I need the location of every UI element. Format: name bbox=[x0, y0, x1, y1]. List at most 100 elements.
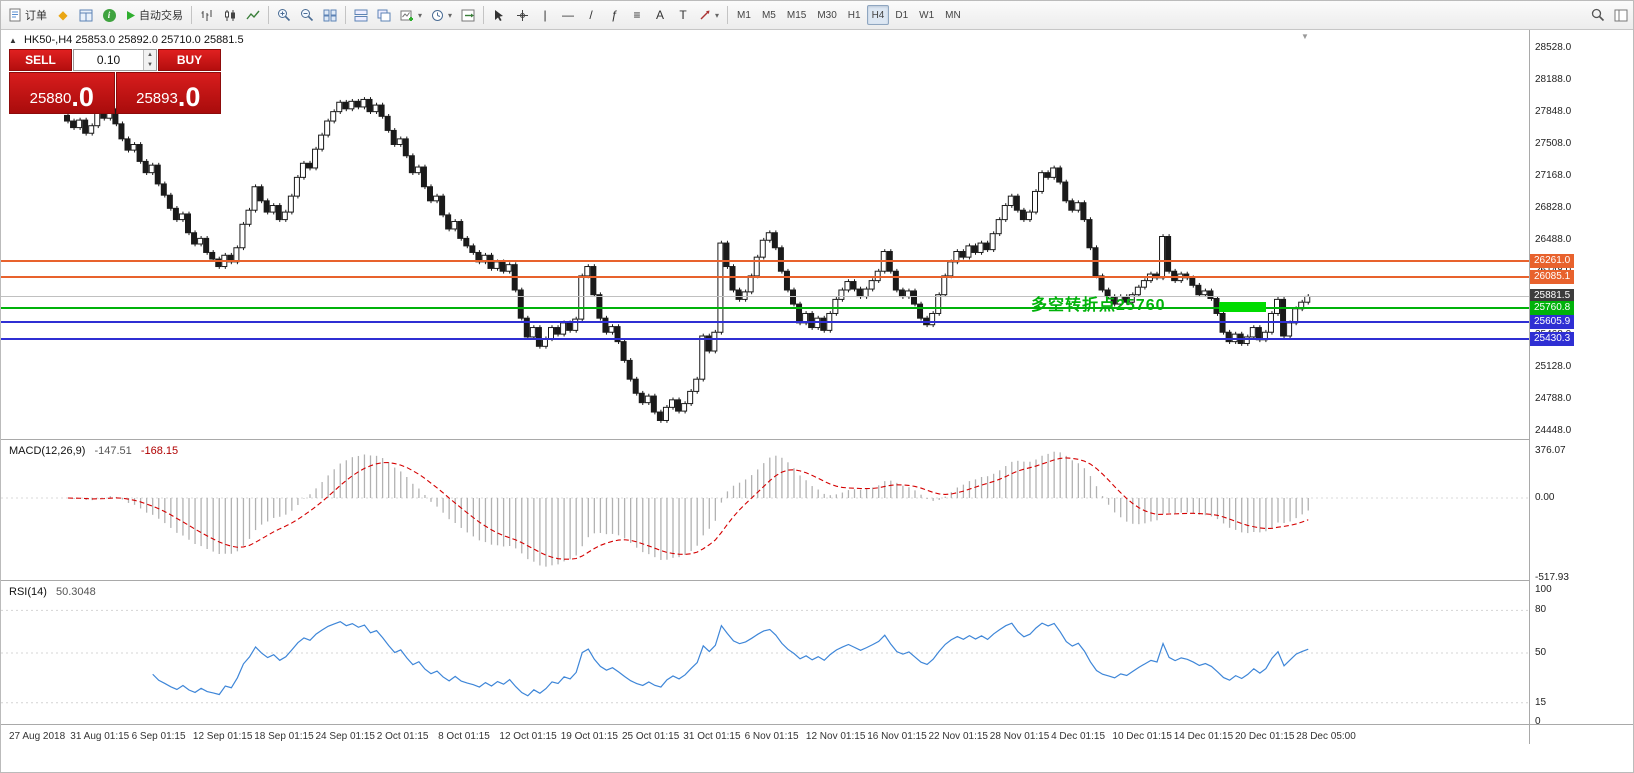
sell-price-decimal: .0 bbox=[71, 82, 94, 112]
new-chart-icon bbox=[400, 10, 413, 21]
current-price-line[interactable] bbox=[1, 295, 1529, 297]
arrange-horizontal-button[interactable] bbox=[350, 4, 372, 26]
layouts-button[interactable] bbox=[1610, 4, 1632, 26]
timeframe-button-M1[interactable]: M1 bbox=[737, 9, 751, 21]
time-axis-label: 16 Nov 01:15 bbox=[867, 731, 927, 742]
cursor-tool-button[interactable] bbox=[488, 4, 510, 26]
charts-window-icon bbox=[79, 9, 93, 21]
volume-up-button[interactable]: ▲ bbox=[144, 50, 156, 60]
arrange-cascade-button[interactable] bbox=[373, 4, 395, 26]
timeframe-button-H1[interactable]: H1 bbox=[847, 9, 861, 21]
trendline-tool-button[interactable]: / bbox=[580, 4, 602, 26]
candle-bull bbox=[1007, 195, 1014, 207]
new-chart-button[interactable]: ▾ bbox=[396, 4, 426, 26]
candle-bear bbox=[306, 162, 312, 169]
macd-label: MACD(12,26,9) -147.51 -168.15 bbox=[9, 445, 178, 457]
candle-bear bbox=[463, 237, 470, 247]
candle-bear bbox=[771, 232, 778, 249]
timeframe-button-M30[interactable]: M30 bbox=[817, 9, 837, 21]
label-tool-button[interactable]: T bbox=[672, 4, 694, 26]
candle-bull bbox=[324, 120, 331, 136]
bar-chart-button[interactable] bbox=[196, 4, 218, 26]
macd-axis-label: 376.07 bbox=[1535, 445, 1566, 456]
autotrade-button[interactable]: 自动交易 bbox=[121, 4, 187, 26]
timeframe-button-H4[interactable]: H4 bbox=[866, 5, 890, 25]
horizontal-level-line[interactable] bbox=[1, 306, 1529, 309]
volume-stepper: ▲ ▼ bbox=[143, 50, 156, 70]
sell-button[interactable]: SELL bbox=[9, 49, 72, 71]
candle-bear bbox=[675, 399, 682, 412]
candle-bull bbox=[330, 111, 337, 122]
sell-price-box[interactable]: 25880 .0 bbox=[9, 72, 115, 114]
pivot-annotation[interactable]: 多空转折点25760 bbox=[1031, 297, 1166, 315]
candle-bear bbox=[1019, 209, 1026, 221]
candle-bear bbox=[735, 289, 742, 300]
volume-input[interactable] bbox=[74, 50, 143, 70]
crosshair-tool-button[interactable] bbox=[511, 4, 533, 26]
buy-button[interactable]: BUY bbox=[158, 49, 221, 71]
candle-bear bbox=[892, 270, 899, 291]
highlight-zone[interactable] bbox=[1219, 301, 1266, 312]
mql-button[interactable]: ◆ bbox=[52, 4, 74, 26]
main-chart-canvas[interactable] bbox=[1, 30, 1529, 438]
chart-shift-button[interactable] bbox=[457, 4, 479, 26]
new-order-button[interactable]: 订单 bbox=[4, 4, 51, 26]
zoom-in-button[interactable] bbox=[273, 4, 295, 26]
panel-separator[interactable] bbox=[1, 580, 1633, 581]
zoom-out-button[interactable] bbox=[296, 4, 318, 26]
timeframe-button-MN[interactable]: MN bbox=[945, 9, 961, 21]
candle-bear bbox=[723, 242, 730, 268]
time-axis-label: 28 Dec 05:00 bbox=[1296, 731, 1356, 742]
horizontal-level-line[interactable] bbox=[1, 276, 1529, 279]
candle-bear bbox=[1086, 219, 1093, 249]
line-chart-button[interactable] bbox=[242, 4, 264, 26]
horizontal-level-line[interactable] bbox=[1, 259, 1529, 262]
tile-windows-button[interactable] bbox=[319, 4, 341, 26]
buy-price-box[interactable]: 25893 .0 bbox=[115, 72, 221, 114]
panel-separator[interactable] bbox=[1, 439, 1633, 440]
price-axis-label: 24788.0 bbox=[1535, 393, 1572, 405]
vertical-line-icon: | bbox=[543, 8, 547, 22]
ocp-toggle-icon[interactable]: ▲ bbox=[9, 36, 17, 45]
price-axis-label: 27168.0 bbox=[1535, 169, 1572, 181]
candle-bear bbox=[1225, 331, 1232, 343]
candle-bull bbox=[681, 403, 688, 412]
candle-chart-button[interactable] bbox=[219, 4, 241, 26]
period-button[interactable]: ▾ bbox=[427, 4, 456, 26]
candle-bear bbox=[445, 214, 452, 230]
timeframe-button-D1[interactable]: D1 bbox=[895, 9, 909, 21]
candle-bull bbox=[941, 275, 948, 296]
timeframe-button-M15[interactable]: M15 bbox=[786, 9, 807, 21]
time-axis[interactable]: 27 Aug 2018 31 Aug 01:15 6 Sep 01:15 12 Sep… bbox=[1, 724, 1633, 772]
main-chart-panel[interactable]: ▲ HK50-,H4 25853.0 25892.0 25710.0 25881… bbox=[1, 30, 1529, 438]
candle-bear bbox=[790, 289, 796, 305]
price-level-badge: 26085.1 bbox=[1530, 270, 1575, 285]
vertical-line-tool-button[interactable]: | bbox=[534, 4, 556, 26]
text-tool-button[interactable]: A bbox=[649, 4, 671, 26]
channel-tool-button[interactable]: ≡ bbox=[626, 4, 648, 26]
horizontal-level-line[interactable] bbox=[1, 337, 1529, 340]
macd-signal-line bbox=[67, 457, 1309, 560]
volume-down-button[interactable]: ▼ bbox=[144, 60, 156, 70]
fibonacci-tool-button[interactable]: ƒ bbox=[603, 4, 625, 26]
timeframe-button-M5[interactable]: M5 bbox=[761, 9, 776, 21]
candle-bull bbox=[233, 247, 240, 263]
cursor-icon bbox=[495, 9, 504, 21]
macd-panel[interactable]: MACD(12,26,9) -147.51 -168.15 bbox=[1, 441, 1529, 579]
time-axis-label: 12 Nov 01:15 bbox=[805, 731, 866, 742]
timeframe-button-W1[interactable]: W1 bbox=[919, 9, 935, 21]
candle-bear bbox=[70, 120, 77, 129]
candle-bear bbox=[402, 138, 409, 157]
candle-bear bbox=[154, 164, 161, 185]
horizontal-line-tool-button[interactable]: — bbox=[557, 4, 579, 26]
arrows-tool-button[interactable]: ▾ bbox=[695, 4, 723, 26]
charts-window-button[interactable] bbox=[75, 4, 97, 26]
bar-chart-icon bbox=[201, 9, 212, 21]
time-axis-label: 6 Sep 01:15 bbox=[131, 731, 186, 742]
horizontal-level-line[interactable] bbox=[1, 321, 1529, 324]
community-button[interactable]: i bbox=[98, 4, 120, 26]
price-axis[interactable]: 26261.0 26085.1 25881.5 25760.8 25605.9 25430… bbox=[1530, 30, 1633, 727]
rsi-panel[interactable]: RSI(14) 50.3048 bbox=[1, 582, 1529, 724]
search-button[interactable] bbox=[1587, 4, 1609, 26]
